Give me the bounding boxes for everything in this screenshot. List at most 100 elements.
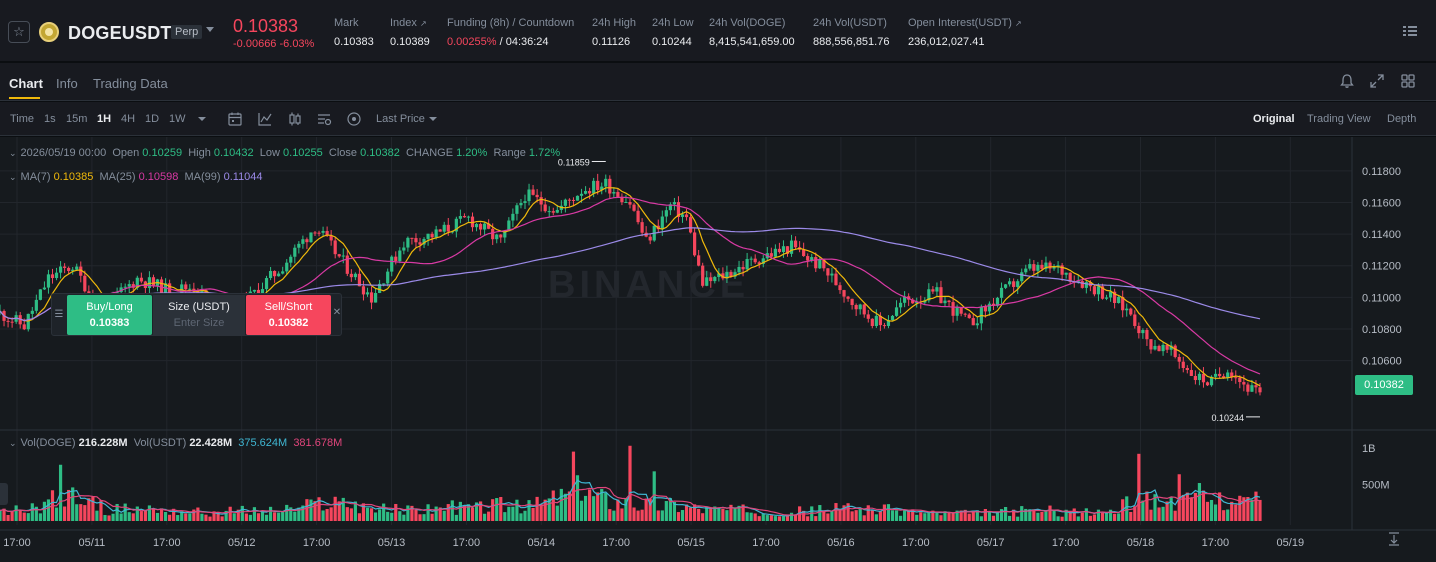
volume-bar: [1185, 492, 1189, 521]
volume-bar: [321, 510, 325, 521]
target-icon[interactable]: [346, 111, 362, 127]
volume-bar: [624, 498, 628, 521]
volume-bar: [955, 510, 959, 521]
volume-bar: [143, 510, 147, 521]
close-icon[interactable]: ✕: [332, 307, 342, 318]
candle-body: [789, 240, 794, 254]
candle-body: [1149, 339, 1153, 350]
stat-24h-vol-doge: 24h Vol(DOGE) 8,415,541,659.00: [709, 17, 795, 48]
price-type-select[interactable]: Last Price: [376, 113, 425, 125]
stat-index[interactable]: Index ↗ 0.10389: [390, 17, 430, 48]
candle-body: [289, 256, 293, 263]
settings-sliders-icon[interactable]: [316, 111, 332, 127]
volume-bar: [612, 510, 616, 521]
calendar-icon[interactable]: [227, 111, 243, 127]
ohlc-legend: ⌄ 2026/05/19 00:00 Open 0.10259 High 0.10…: [9, 147, 560, 159]
symbol-name[interactable]: DOGEUSDT: [68, 23, 172, 43]
collapse-chevron-icon[interactable]: ⌄: [9, 438, 17, 448]
interval-1s[interactable]: 1s: [44, 113, 56, 125]
interval-1w[interactable]: 1W: [169, 113, 186, 125]
kline-chart[interactable]: BINANCE 0.11800 0.11600 0.11400 0.11200 0.110…: [0, 137, 1436, 562]
volume-bar: [386, 511, 390, 521]
volume-bar: [1173, 510, 1177, 521]
volume-bar: [882, 504, 887, 521]
stat-value: 8,415,541,659.00: [709, 36, 795, 48]
candle-body: [1234, 377, 1238, 379]
candle-body: [1092, 286, 1097, 295]
buy-long-button[interactable]: Buy/Long 0.10383: [67, 295, 152, 335]
volume-bar: [583, 495, 588, 521]
candle-body: [1145, 330, 1149, 340]
volume-bar: [446, 504, 450, 521]
ma-legend: ⌄ MA(7) 0.10385 MA(25) 0.10598 MA(99) 0.1…: [9, 171, 263, 183]
kline-chart-canvas[interactable]: BINANCE 0.11800 0.11600 0.11400 0.11200 0.110…: [0, 137, 1436, 562]
volume-bar: [123, 503, 127, 521]
more-menu-icon[interactable]: [1403, 26, 1417, 36]
volume-bar: [1096, 509, 1101, 521]
volume-bar: [1242, 497, 1246, 521]
drag-handle-icon[interactable]: ☰: [54, 309, 64, 320]
candle-body: [571, 199, 576, 201]
volume-bar: [1064, 509, 1068, 521]
scroll-left-handle[interactable]: [0, 483, 8, 505]
view-original[interactable]: Original: [1253, 113, 1295, 125]
interval-1d[interactable]: 1D: [145, 113, 160, 125]
volume-bar: [434, 506, 438, 521]
candle-body: [818, 259, 822, 269]
candle-body: [769, 253, 773, 257]
stat-label: Index: [390, 17, 417, 29]
volume-bar: [644, 498, 648, 521]
candle-body: [499, 234, 503, 238]
interval-dropdown-chevron-icon[interactable]: [197, 114, 207, 124]
layout-grid-icon[interactable]: [1400, 73, 1416, 89]
candle-body: [701, 265, 705, 286]
volume-bar: [382, 503, 386, 521]
indicator-chart-icon[interactable]: [257, 111, 273, 127]
candle-body: [147, 277, 152, 289]
interval-4h[interactable]: 4H: [121, 113, 136, 125]
interval-time[interactable]: Time: [10, 113, 35, 125]
interval-1h[interactable]: 1H: [97, 113, 112, 125]
favorite-star-icon[interactable]: ☆: [8, 21, 30, 43]
candle-body: [935, 287, 939, 292]
sell-short-button[interactable]: Sell/Short 0.10382: [246, 295, 331, 335]
candle-body: [1137, 325, 1141, 334]
candle-body: [337, 254, 341, 257]
candle-body: [63, 266, 67, 268]
volume-bar: [192, 509, 196, 521]
candle-body: [636, 210, 640, 223]
order-size-input[interactable]: Size (USDT) Enter Size: [153, 295, 245, 335]
candle-body: [442, 224, 446, 232]
bell-icon[interactable]: [1339, 73, 1355, 89]
candle-body: [305, 239, 309, 243]
candle-body: [466, 216, 471, 218]
tab-chart[interactable]: Chart: [9, 76, 43, 91]
candle-body: [684, 214, 689, 218]
fullscreen-icon[interactable]: [1369, 73, 1385, 89]
price-type-chevron-icon[interactable]: [428, 114, 438, 124]
view-depth[interactable]: Depth: [1387, 113, 1417, 125]
candle-style-icon[interactable]: [287, 111, 303, 127]
candle-body: [927, 289, 931, 301]
stat-label: 24h Low: [652, 17, 694, 29]
view-trading-view[interactable]: Trading View: [1307, 113, 1371, 125]
candle-body: [773, 248, 777, 257]
volume-bar: [822, 510, 826, 521]
stat-value: 888,556,851.76: [813, 36, 890, 48]
volume-bar: [402, 514, 406, 521]
interval-15m[interactable]: 15m: [66, 113, 88, 125]
tab-info[interactable]: Info: [56, 76, 78, 91]
volume-bar: [1133, 506, 1137, 521]
candle-body: [139, 277, 143, 282]
collapse-chevron-icon[interactable]: ⌄: [9, 148, 17, 158]
candle-body: [1185, 367, 1189, 370]
candle-body: [688, 217, 693, 233]
symbol-dropdown-chevron-icon[interactable]: [206, 27, 214, 32]
candle-body: [321, 230, 325, 233]
fit-to-screen-icon[interactable]: [1387, 532, 1401, 546]
tab-trading-data[interactable]: Trading Data: [93, 76, 168, 91]
collapse-chevron-icon[interactable]: ⌄: [9, 172, 17, 182]
candle-body: [672, 202, 677, 205]
stat-open-interest[interactable]: Open Interest(USDT) ↗ 236,012,027.41: [908, 17, 1022, 48]
volume-bar: [1060, 516, 1064, 521]
